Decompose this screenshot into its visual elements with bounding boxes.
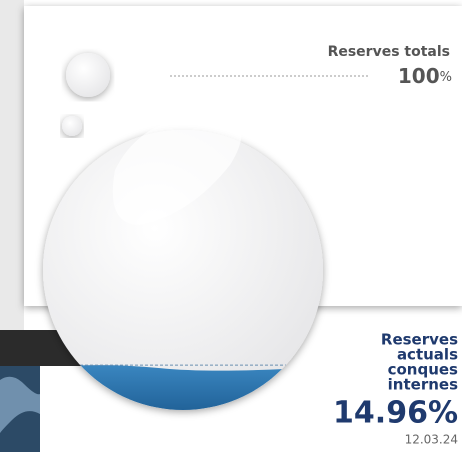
total-unit: %: [440, 70, 452, 85]
tiny-bubble: [62, 116, 82, 136]
gauge-widget: Reserves totals 100% Reservesactualsconq…: [0, 0, 462, 452]
total-title: Reserves totals: [328, 44, 450, 60]
current-date: 12.03.24: [405, 433, 458, 447]
side-panel: [0, 0, 24, 330]
current-value: 14.96%: [333, 396, 458, 431]
current-title-line: internes: [388, 376, 458, 394]
total-number: 100: [398, 64, 440, 88]
small-bubble: [66, 53, 110, 97]
